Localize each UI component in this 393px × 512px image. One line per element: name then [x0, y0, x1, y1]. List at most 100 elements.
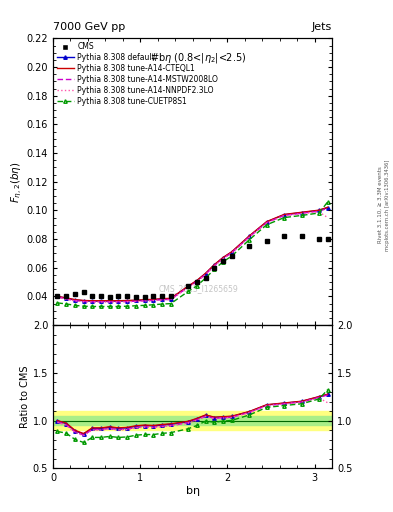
Pythia 8.308 tune-A14-CTEQL1: [90, 297, 95, 304]
CMS: [134, 294, 138, 300]
CMS: [169, 293, 173, 300]
Pythia 8.308 default: [116, 298, 121, 304]
Pythia 8.308 tune-A14-NNPDF2.3LO: [90, 299, 95, 305]
Pythia 8.308 tune-CUETP8S1: [317, 210, 321, 216]
Pythia 8.308 tune-CUETP8S1: [99, 304, 103, 310]
Pythia 8.308 tune-CUETP8S1: [72, 302, 77, 308]
Pythia 8.308 tune-A14-NNPDF2.3LO: [55, 294, 60, 301]
Pythia 8.308 tune-CUETP8S1: [169, 301, 173, 307]
Pythia 8.308 tune-A14-CTEQL1: [282, 211, 286, 218]
Pythia 8.308 tune-A14-MSTW2008LO: [264, 220, 269, 226]
Pythia 8.308 default: [212, 262, 217, 268]
Pythia 8.308 tune-A14-CTEQL1: [325, 204, 330, 210]
Pythia 8.308 tune-A14-MSTW2008LO: [116, 298, 121, 305]
Pythia 8.308 default: [125, 297, 130, 304]
Pythia 8.308 default: [107, 298, 112, 304]
CMS: [325, 236, 330, 242]
CMS: [212, 265, 217, 271]
Y-axis label: $F_{\eta,2}(b\eta)$: $F_{\eta,2}(b\eta)$: [9, 161, 24, 203]
Pythia 8.308 tune-A14-CTEQL1: [264, 219, 269, 225]
CMS: [186, 283, 191, 289]
Pythia 8.308 tune-A14-NNPDF2.3LO: [72, 298, 77, 304]
Pythia 8.308 tune-A14-CTEQL1: [81, 297, 86, 304]
CMS: [282, 233, 286, 239]
Pythia 8.308 tune-CUETP8S1: [195, 283, 199, 289]
CMS: [230, 253, 234, 260]
CMS: [116, 293, 121, 300]
CMS: [151, 293, 156, 300]
Pythia 8.308 tune-CUETP8S1: [134, 303, 138, 309]
Pythia 8.308 default: [195, 278, 199, 284]
Pythia 8.308 default: [264, 219, 269, 225]
Pythia 8.308 tune-A14-NNPDF2.3LO: [230, 250, 234, 256]
Pythia 8.308 tune-A14-CTEQL1: [99, 297, 103, 304]
Text: CMS_2013_I1265659: CMS_2013_I1265659: [158, 284, 238, 293]
Pythia 8.308 tune-A14-NNPDF2.3LO: [282, 212, 286, 219]
Pythia 8.308 default: [142, 297, 147, 303]
CMS: [99, 293, 103, 300]
CMS: [195, 279, 199, 285]
Pythia 8.308 tune-A14-NNPDF2.3LO: [203, 271, 208, 278]
Pythia 8.308 tune-A14-MSTW2008LO: [99, 298, 103, 305]
Pythia 8.308 default: [64, 295, 68, 301]
CMS: [72, 290, 77, 296]
Pythia 8.308 tune-A14-CTEQL1: [186, 283, 191, 289]
Pythia 8.308 tune-CUETP8S1: [230, 253, 234, 259]
Pythia 8.308 tune-A14-CTEQL1: [72, 296, 77, 303]
Pythia 8.308 tune-CUETP8S1: [212, 266, 217, 272]
Pythia 8.308 tune-A14-MSTW2008LO: [81, 298, 86, 305]
Pythia 8.308 tune-A14-MSTW2008LO: [125, 298, 130, 305]
Pythia 8.308 tune-A14-MSTW2008LO: [317, 208, 321, 214]
Pythia 8.308 default: [186, 283, 191, 289]
Line: Pythia 8.308 default: Pythia 8.308 default: [56, 206, 329, 303]
Pythia 8.308 tune-A14-NNPDF2.3LO: [195, 279, 199, 285]
Text: mcplots.cern.ch [arXiv:1306.3436]: mcplots.cern.ch [arXiv:1306.3436]: [385, 159, 389, 250]
Pythia 8.308 tune-A14-MSTW2008LO: [186, 284, 191, 290]
Pythia 8.308 tune-A14-CTEQL1: [134, 297, 138, 303]
Pythia 8.308 tune-CUETP8S1: [142, 302, 147, 308]
Pythia 8.308 default: [247, 233, 252, 239]
Pythia 8.308 tune-A14-MSTW2008LO: [282, 212, 286, 219]
Line: CMS: CMS: [55, 234, 330, 300]
Pythia 8.308 tune-CUETP8S1: [125, 303, 130, 309]
Pythia 8.308 tune-A14-NNPDF2.3LO: [186, 284, 191, 290]
Pythia 8.308 tune-A14-NNPDF2.3LO: [169, 296, 173, 303]
Pythia 8.308 default: [55, 293, 60, 300]
Pythia 8.308 tune-A14-NNPDF2.3LO: [151, 297, 156, 304]
Pythia 8.308 default: [160, 296, 164, 302]
CMS: [264, 238, 269, 244]
CMS: [125, 293, 130, 300]
CMS: [90, 293, 95, 300]
Pythia 8.308 tune-CUETP8S1: [186, 288, 191, 294]
Pythia 8.308 tune-A14-CTEQL1: [107, 297, 112, 304]
Pythia 8.308 tune-A14-MSTW2008LO: [107, 298, 112, 305]
Pythia 8.308 tune-A14-CTEQL1: [230, 249, 234, 255]
Pythia 8.308 tune-CUETP8S1: [203, 275, 208, 281]
Pythia 8.308 tune-A14-CTEQL1: [212, 262, 217, 268]
CMS: [142, 294, 147, 300]
Pythia 8.308 tune-CUETP8S1: [151, 302, 156, 308]
Pythia 8.308 tune-CUETP8S1: [81, 303, 86, 309]
Bar: [53, 416, 332, 425]
Pythia 8.308 tune-CUETP8S1: [282, 215, 286, 221]
Pythia 8.308 tune-CUETP8S1: [107, 304, 112, 310]
Pythia 8.308 tune-A14-CTEQL1: [317, 207, 321, 213]
Pythia 8.308 default: [221, 254, 226, 261]
Pythia 8.308 tune-CUETP8S1: [247, 237, 252, 243]
Pythia 8.308 tune-A14-MSTW2008LO: [230, 250, 234, 256]
Pythia 8.308 tune-A14-MSTW2008LO: [55, 294, 60, 300]
Pythia 8.308 tune-A14-MSTW2008LO: [160, 296, 164, 303]
Pythia 8.308 tune-CUETP8S1: [116, 304, 121, 310]
CMS: [160, 293, 164, 300]
Pythia 8.308 tune-A14-MSTW2008LO: [151, 297, 156, 304]
CMS: [81, 289, 86, 295]
Pythia 8.308 tune-A14-NNPDF2.3LO: [64, 296, 68, 302]
Pythia 8.308 tune-A14-NNPDF2.3LO: [299, 210, 304, 217]
Pythia 8.308 default: [134, 297, 138, 304]
Pythia 8.308 tune-A14-MSTW2008LO: [247, 234, 252, 240]
Pythia 8.308 tune-CUETP8S1: [160, 301, 164, 307]
Pythia 8.308 tune-A14-CTEQL1: [299, 209, 304, 216]
Pythia 8.308 tune-A14-NNPDF2.3LO: [116, 299, 121, 305]
Line: Pythia 8.308 tune-A14-CTEQL1: Pythia 8.308 tune-A14-CTEQL1: [57, 207, 328, 301]
Pythia 8.308 tune-A14-CTEQL1: [125, 297, 130, 304]
